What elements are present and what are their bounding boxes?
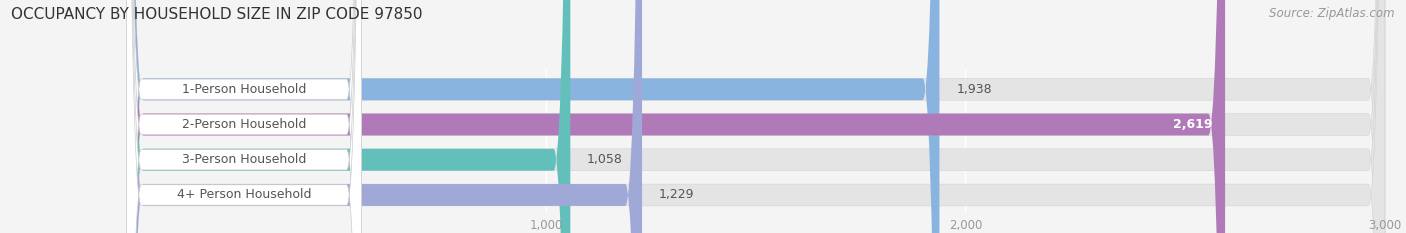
Text: 1-Person Household: 1-Person Household xyxy=(181,83,307,96)
FancyBboxPatch shape xyxy=(127,0,939,233)
FancyBboxPatch shape xyxy=(127,0,1385,233)
Text: 1,229: 1,229 xyxy=(659,188,695,202)
Text: 2,619: 2,619 xyxy=(1173,118,1212,131)
Text: OCCUPANCY BY HOUSEHOLD SIZE IN ZIP CODE 97850: OCCUPANCY BY HOUSEHOLD SIZE IN ZIP CODE … xyxy=(11,7,423,22)
FancyBboxPatch shape xyxy=(127,0,361,233)
FancyBboxPatch shape xyxy=(127,0,1385,233)
FancyBboxPatch shape xyxy=(127,0,361,233)
FancyBboxPatch shape xyxy=(127,0,1385,233)
FancyBboxPatch shape xyxy=(127,0,1385,233)
Text: Source: ZipAtlas.com: Source: ZipAtlas.com xyxy=(1270,7,1395,20)
Text: 1,938: 1,938 xyxy=(956,83,991,96)
Text: 3-Person Household: 3-Person Household xyxy=(181,153,307,166)
Text: 2-Person Household: 2-Person Household xyxy=(181,118,307,131)
FancyBboxPatch shape xyxy=(127,0,643,233)
Text: 1,058: 1,058 xyxy=(588,153,623,166)
FancyBboxPatch shape xyxy=(127,0,1225,233)
Text: 4+ Person Household: 4+ Person Household xyxy=(177,188,311,202)
FancyBboxPatch shape xyxy=(127,0,361,233)
FancyBboxPatch shape xyxy=(127,0,361,233)
FancyBboxPatch shape xyxy=(127,0,571,233)
